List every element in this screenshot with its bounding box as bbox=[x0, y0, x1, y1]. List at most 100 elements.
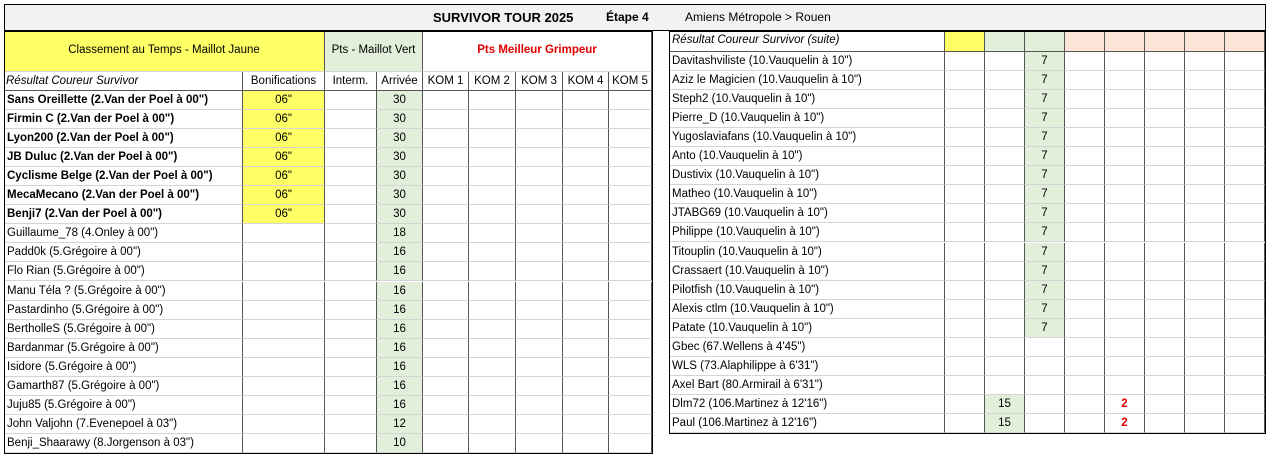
rider-name: Gbec (67.Wellens à 4'45") bbox=[669, 337, 945, 357]
score-cell bbox=[945, 185, 985, 205]
score-cell bbox=[1105, 223, 1145, 243]
score-cell bbox=[469, 357, 516, 377]
score-cell: 30 bbox=[377, 186, 423, 206]
score-cell bbox=[563, 167, 609, 187]
score-cell bbox=[1105, 166, 1145, 186]
score-cell bbox=[325, 224, 377, 244]
score-cell bbox=[423, 243, 469, 263]
score-cell bbox=[325, 129, 377, 149]
score-cell bbox=[1185, 318, 1225, 338]
score-cell bbox=[1105, 128, 1145, 148]
score-cell bbox=[1225, 318, 1265, 338]
column-header: KOM 4 bbox=[563, 72, 609, 91]
score-cell bbox=[945, 375, 985, 395]
score-cell bbox=[516, 281, 563, 301]
rider-name: Alexis ctlm (10.Vauquelin à 10") bbox=[669, 299, 945, 319]
score-cell bbox=[985, 242, 1025, 262]
score-cell bbox=[1225, 394, 1265, 414]
score-cell bbox=[1225, 204, 1265, 224]
score-cell bbox=[945, 413, 985, 433]
score-cell bbox=[609, 205, 652, 225]
score-cell bbox=[1065, 223, 1105, 243]
score-cell bbox=[985, 147, 1025, 167]
rider-name: Davitashviliste (10.Vauquelin à 10") bbox=[669, 52, 945, 72]
score-cell bbox=[423, 357, 469, 377]
score-cell bbox=[1105, 204, 1145, 224]
column-header bbox=[1065, 31, 1105, 52]
score-cell bbox=[243, 300, 325, 320]
score-cell bbox=[243, 319, 325, 339]
score-cell bbox=[423, 167, 469, 187]
score-cell bbox=[469, 300, 516, 320]
score-cell bbox=[985, 356, 1025, 376]
score-cell bbox=[1185, 337, 1225, 357]
score-cell bbox=[325, 110, 377, 130]
score-cell bbox=[1185, 223, 1225, 243]
score-cell bbox=[325, 376, 377, 396]
column-header: KOM 5 bbox=[609, 72, 652, 91]
score-cell bbox=[1105, 52, 1145, 72]
column-header: Interm. bbox=[325, 72, 377, 91]
score-cell bbox=[563, 148, 609, 168]
score-cell: 7 bbox=[1025, 166, 1065, 186]
score-cell bbox=[516, 129, 563, 149]
score-cell bbox=[469, 186, 516, 206]
score-cell: 7 bbox=[1025, 90, 1065, 110]
column-header: KOM 1 bbox=[423, 72, 469, 91]
score-cell bbox=[1065, 52, 1105, 72]
score-cell bbox=[1105, 71, 1145, 91]
score-cell bbox=[1065, 128, 1105, 148]
score-cell bbox=[516, 110, 563, 130]
score-cell bbox=[423, 300, 469, 320]
score-cell: 06" bbox=[243, 148, 325, 168]
score-cell bbox=[609, 91, 652, 111]
rider-name: Philippe (10.Vauquelin à 10") bbox=[669, 223, 945, 243]
score-cell: 06" bbox=[243, 91, 325, 111]
score-cell bbox=[1105, 375, 1145, 395]
score-cell: 18 bbox=[377, 224, 423, 244]
score-cell bbox=[1185, 166, 1225, 186]
score-cell bbox=[563, 433, 609, 453]
score-cell bbox=[1145, 166, 1185, 186]
score-cell bbox=[1225, 128, 1265, 148]
score-cell bbox=[325, 357, 377, 377]
score-cell bbox=[609, 243, 652, 263]
score-cell bbox=[1065, 394, 1105, 414]
score-cell bbox=[423, 395, 469, 415]
score-cell bbox=[945, 128, 985, 148]
score-cell bbox=[1225, 356, 1265, 376]
score-cell bbox=[1225, 299, 1265, 319]
score-cell bbox=[325, 262, 377, 282]
score-cell bbox=[985, 71, 1025, 91]
score-cell bbox=[1185, 128, 1225, 148]
score-cell bbox=[1185, 52, 1225, 72]
score-cell: 7 bbox=[1025, 109, 1065, 129]
score-cell bbox=[469, 224, 516, 244]
score-cell bbox=[325, 205, 377, 225]
score-cell bbox=[1225, 185, 1265, 205]
score-cell bbox=[325, 243, 377, 263]
rider-name: Benji_Shaarawy (8.Jorgenson à 03") bbox=[4, 433, 243, 453]
score-cell bbox=[423, 205, 469, 225]
column-header bbox=[1185, 31, 1225, 52]
score-cell: 16 bbox=[377, 338, 423, 358]
score-cell bbox=[563, 243, 609, 263]
score-cell bbox=[1185, 147, 1225, 167]
score-cell bbox=[423, 91, 469, 111]
score-cell bbox=[563, 414, 609, 434]
score-cell bbox=[985, 166, 1025, 186]
score-cell bbox=[1145, 261, 1185, 281]
score-cell bbox=[1185, 375, 1225, 395]
score-cell bbox=[1105, 109, 1145, 129]
score-cell bbox=[945, 52, 985, 72]
score-cell: 2 bbox=[1105, 394, 1145, 414]
score-cell bbox=[985, 185, 1025, 205]
score-cell bbox=[1185, 185, 1225, 205]
score-cell bbox=[945, 318, 985, 338]
score-cell: 30 bbox=[377, 110, 423, 130]
score-cell bbox=[423, 414, 469, 434]
score-cell bbox=[1065, 204, 1105, 224]
score-cell bbox=[325, 148, 377, 168]
score-cell bbox=[563, 262, 609, 282]
